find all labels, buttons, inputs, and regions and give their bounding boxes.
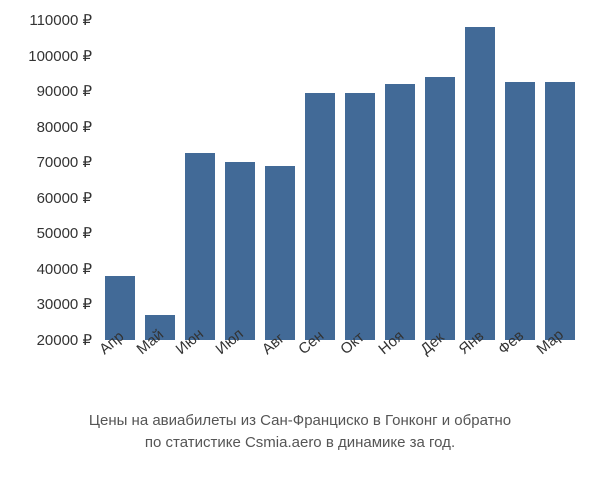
bar bbox=[345, 93, 375, 340]
price-dynamics-chart: 20000 ₽ 30000 ₽ 40000 ₽ 50000 ₽ 60000 ₽ 70000… bbox=[0, 0, 600, 500]
y-tick-label: 50000 ₽ bbox=[37, 224, 92, 242]
bar bbox=[185, 153, 215, 340]
chart-caption: Цены на авиабилеты из Сан-Франциско в Го… bbox=[0, 410, 600, 454]
bar bbox=[505, 82, 535, 340]
bar bbox=[545, 82, 575, 340]
y-tick-label: 110000 ₽ bbox=[29, 11, 92, 29]
bar bbox=[305, 93, 335, 340]
y-tick-label: 30000 ₽ bbox=[37, 295, 92, 313]
bar bbox=[265, 166, 295, 340]
caption-line-1: Цены на авиабилеты из Сан-Франциско в Го… bbox=[89, 412, 511, 429]
y-tick-label: 80000 ₽ bbox=[37, 118, 92, 136]
bar bbox=[425, 77, 455, 340]
y-tick-label: 70000 ₽ bbox=[37, 153, 92, 171]
bar bbox=[465, 27, 495, 340]
bar bbox=[385, 84, 415, 340]
x-axis-labels: АпрМайИюнИюлАвгСенОктНояДекЯнвФевМар bbox=[100, 345, 580, 405]
y-tick-label: 40000 ₽ bbox=[37, 260, 92, 278]
y-tick-label: 60000 ₽ bbox=[37, 189, 92, 207]
y-axis: 20000 ₽30000 ₽40000 ₽50000 ₽60000 ₽70000… bbox=[0, 20, 92, 340]
bar bbox=[105, 276, 135, 340]
bars-container bbox=[100, 20, 580, 340]
y-tick-label: 100000 ₽ bbox=[28, 47, 92, 65]
y-tick-label: 20000 ₽ bbox=[37, 331, 92, 349]
caption-line-2: по статистике Csmia.aero в динамике за г… bbox=[145, 434, 455, 451]
plot-area bbox=[100, 20, 580, 340]
bar bbox=[225, 162, 255, 340]
y-tick-label: 90000 ₽ bbox=[37, 82, 92, 100]
